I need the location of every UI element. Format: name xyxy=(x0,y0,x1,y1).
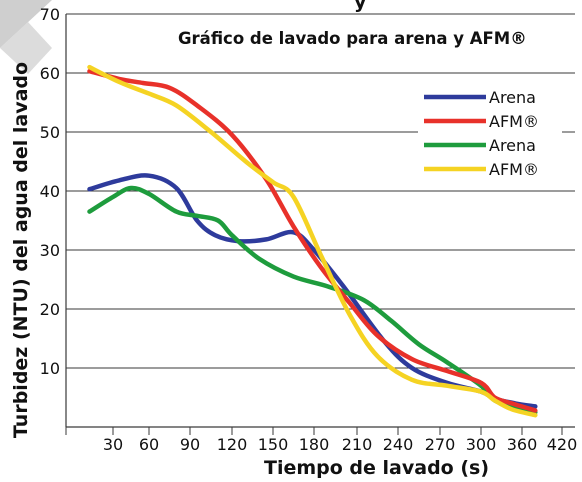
header-fragment-text: y xyxy=(354,0,367,13)
x-tick-label-180: 180 xyxy=(299,435,330,454)
x-tick-label-270: 270 xyxy=(425,435,456,454)
x-tick-labels: 30 60 90 120 150 180 210 240 270 300 360 420 xyxy=(103,435,577,454)
x-tick-label-30: 30 xyxy=(103,435,123,454)
y-tick-labels: 10 20 30 40 50 60 70 xyxy=(40,5,60,378)
x-tick-label-210: 210 xyxy=(342,435,373,454)
y-axis-title: Turbidez (NTU) del agua del lavado xyxy=(10,62,32,438)
legend-background xyxy=(418,84,562,190)
y-tick-label-10: 10 xyxy=(40,359,60,378)
legend-label-3: Arena xyxy=(489,136,536,155)
legend-label-4: AFM® xyxy=(489,160,539,179)
y-tick-label-30: 30 xyxy=(40,241,60,260)
series-line-4 xyxy=(87,64,538,418)
axes xyxy=(65,14,575,435)
legend-label-2: AFM® xyxy=(489,112,539,131)
x-tick-label-60: 60 xyxy=(139,435,159,454)
x-tick-label-300: 300 xyxy=(466,435,497,454)
x-tick-label-360: 360 xyxy=(507,435,538,454)
series-line-3 xyxy=(87,185,538,415)
y-tick-label-40: 40 xyxy=(40,182,60,201)
x-tick-label-150: 150 xyxy=(258,435,289,454)
series-lines xyxy=(87,64,538,418)
series-line-2 xyxy=(87,68,538,413)
x-tick-label-90: 90 xyxy=(180,435,200,454)
grid-lines xyxy=(66,13,575,369)
legend: Arena AFM® Arena AFM® xyxy=(418,84,562,190)
y-tick-label-50: 50 xyxy=(40,123,60,142)
series-line-1 xyxy=(87,173,538,409)
x-tick-label-240: 240 xyxy=(383,435,414,454)
x-tick-label-120: 120 xyxy=(217,435,248,454)
y-tick-label-20: 20 xyxy=(40,300,60,319)
y-tick-label-70: 70 xyxy=(40,5,60,24)
x-axis-title: Tiempo de lavado (s) xyxy=(264,457,489,479)
chart-title: Gráfico de lavado para arena y AFM® xyxy=(178,29,527,48)
legend-label-1: Arena xyxy=(489,88,536,107)
y-tick-label-60: 60 xyxy=(40,64,60,83)
x-tick-label-420: 420 xyxy=(547,435,578,454)
corner-decoration-small xyxy=(0,22,52,74)
